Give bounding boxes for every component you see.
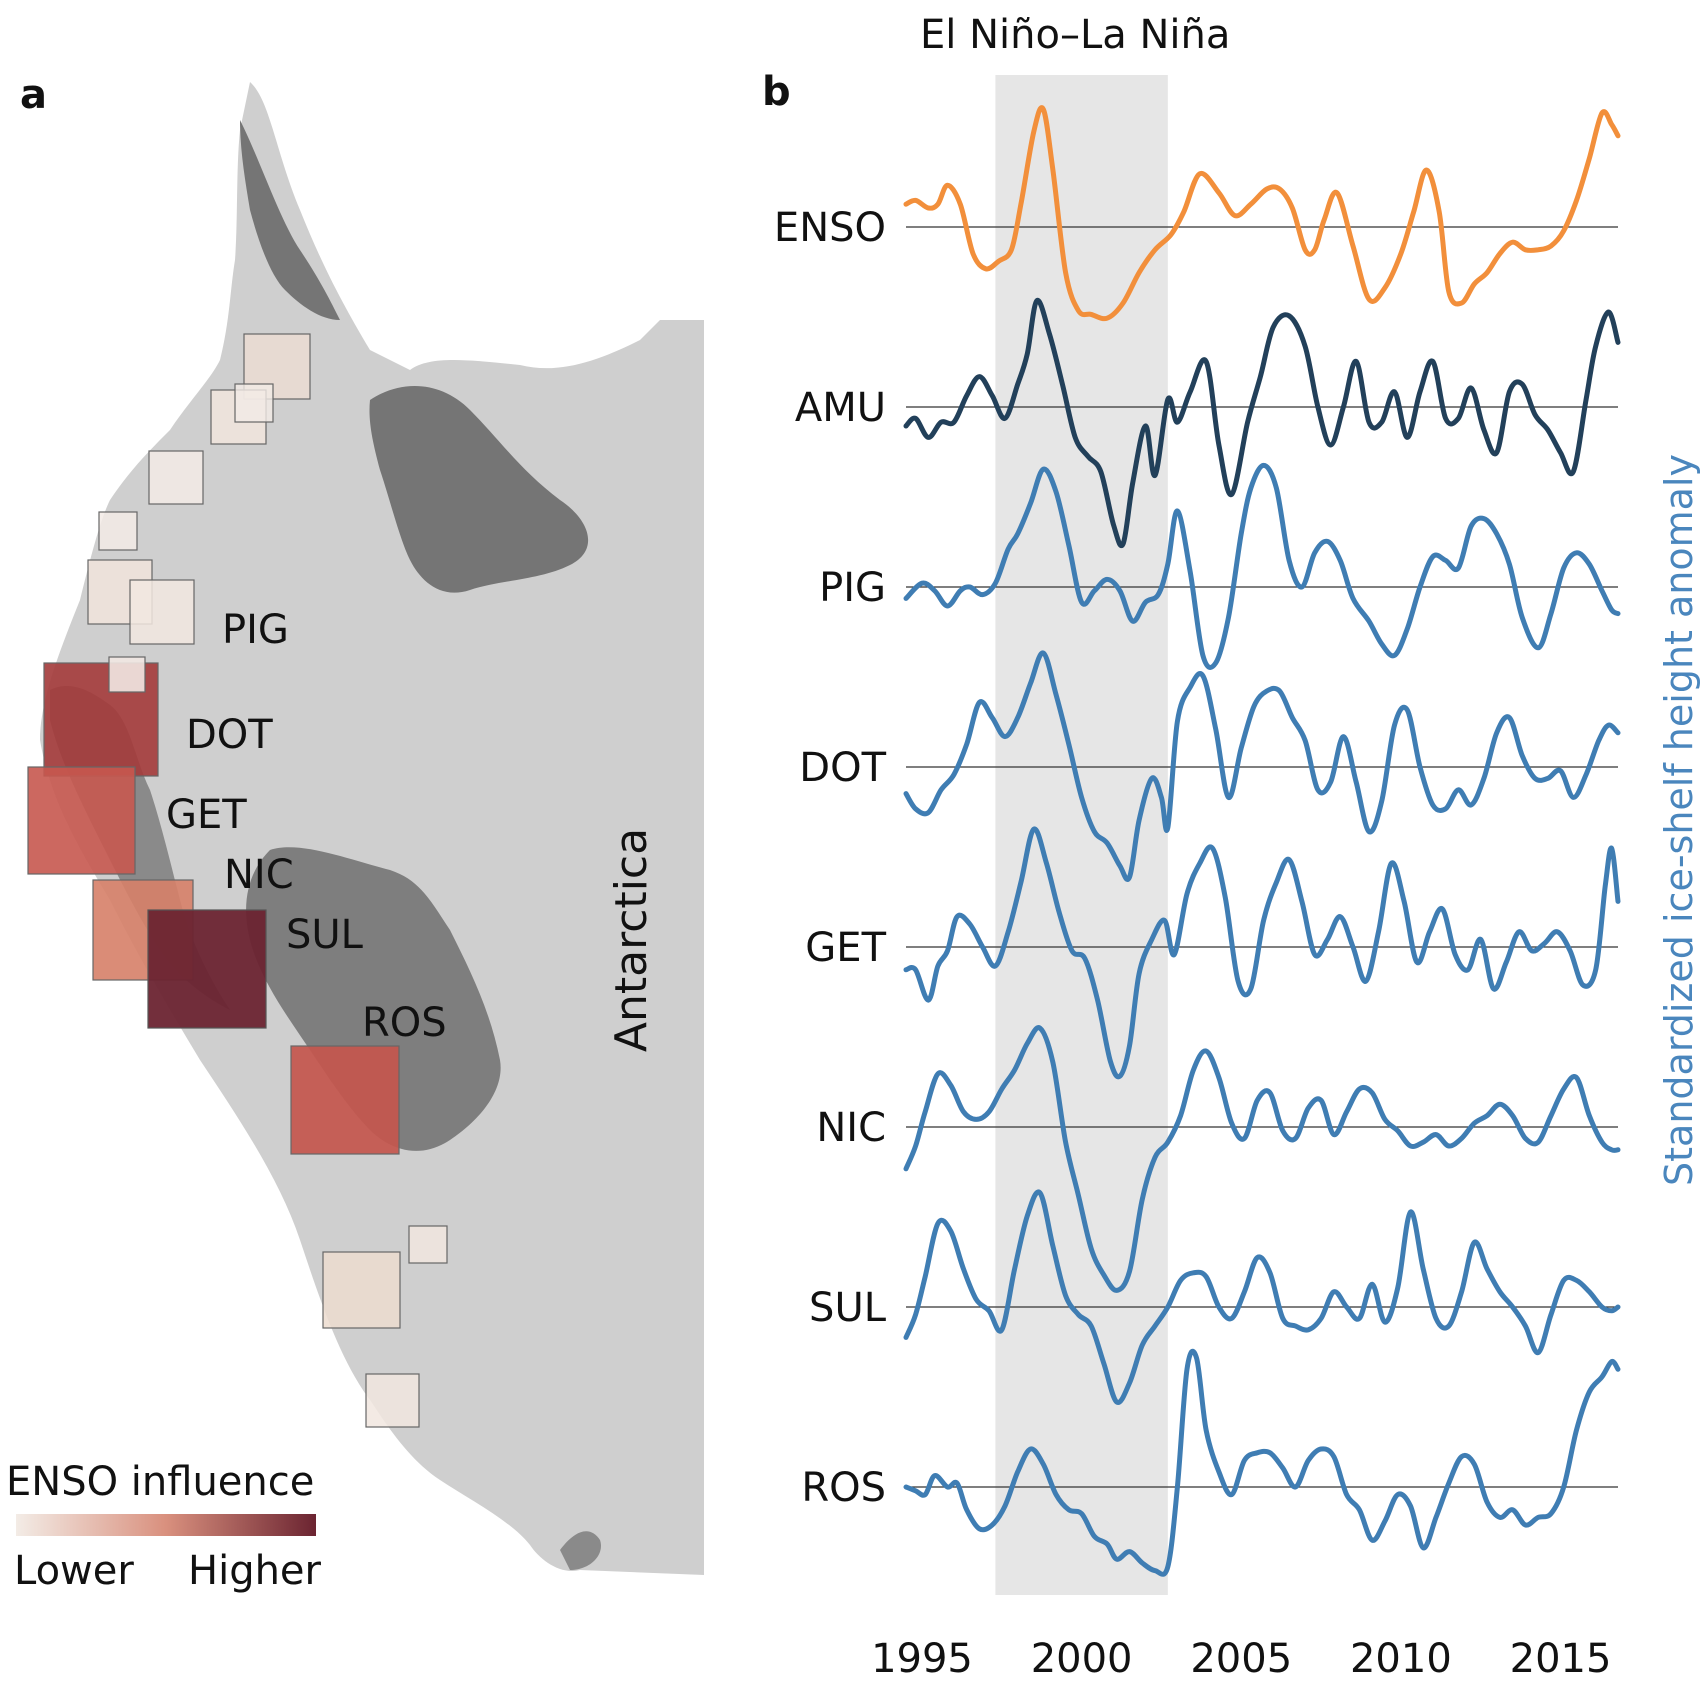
series-label-ros: ROS xyxy=(801,1465,886,1511)
influence-box-ros xyxy=(290,1045,400,1155)
series-line-sul xyxy=(903,1189,1621,1405)
series-line-ros xyxy=(903,1348,1621,1577)
legend-gradient-bar xyxy=(16,1514,316,1536)
series-label-pig: PIG xyxy=(819,565,886,611)
series-label-dot: DOT xyxy=(799,745,886,791)
series-line-dot xyxy=(903,650,1621,882)
el-nino-la-nina-shading xyxy=(995,75,1168,1595)
shade-label: El Niño–La Niña xyxy=(920,12,1230,58)
series-label-nic: NIC xyxy=(816,1105,886,1151)
panel-b-label: b xyxy=(762,69,791,115)
ice-shelf-east xyxy=(369,386,589,593)
map-label-sul: SUL xyxy=(286,912,364,958)
region-label-antarctica: Antarctica xyxy=(606,828,657,1052)
x-axis-ticks: 1995 2000 2005 2010 2015 xyxy=(871,1636,1611,1682)
series-line-get xyxy=(903,826,1621,1080)
influence-box-low xyxy=(148,450,204,505)
antarctic-ice-sheet xyxy=(40,82,704,1575)
influence-box-get xyxy=(27,766,136,875)
series-line-amu xyxy=(903,298,1621,548)
influence-box-low xyxy=(408,1225,448,1264)
series-label-enso: ENSO xyxy=(774,205,886,251)
influence-box-low xyxy=(108,656,146,693)
map-label-ros: ROS xyxy=(362,1000,447,1046)
series-baselines xyxy=(906,226,1618,1488)
y-axis-label: Standardized ice-shelf height anomaly xyxy=(1657,454,1701,1186)
legend-low-label: Lower xyxy=(14,1548,134,1594)
enso-influence-legend: ENSO influence Lower Higher xyxy=(6,1459,322,1594)
influence-box-low xyxy=(234,383,274,423)
ice-shelf-central xyxy=(246,847,501,1151)
x-tick-label: 2005 xyxy=(1190,1636,1292,1682)
map-label-nic: NIC xyxy=(224,852,294,898)
panel-b-chart: b El Niño–La Niña ENSO AMU PIG DOT GET NIC SUL… xyxy=(762,12,1701,1682)
x-tick-label: 2015 xyxy=(1510,1636,1612,1682)
legend-title: ENSO influence xyxy=(6,1459,314,1505)
map-label-get: GET xyxy=(166,792,247,838)
series-label-amu: AMU xyxy=(795,385,886,431)
enso-influence-boxes xyxy=(27,333,448,1428)
influence-box-sul xyxy=(147,909,267,1029)
map-label-pig: PIG xyxy=(222,607,289,653)
series-labels: ENSO AMU PIG DOT GET NIC SUL ROS xyxy=(774,205,887,1511)
influence-box-low xyxy=(98,511,138,551)
x-tick-label: 1995 xyxy=(871,1636,973,1682)
x-tick-label: 2000 xyxy=(1031,1636,1133,1682)
series-line-nic xyxy=(903,1025,1621,1293)
series-lines xyxy=(903,105,1621,1577)
ice-shelf-south xyxy=(560,1531,601,1570)
influence-box-pig xyxy=(129,579,195,645)
series-label-get: GET xyxy=(805,925,886,971)
x-tick-label: 2010 xyxy=(1350,1636,1452,1682)
series-line-enso xyxy=(903,105,1621,322)
panel-a-map: a PIG DOT GE xyxy=(6,72,704,1594)
legend-high-label: Higher xyxy=(188,1548,322,1594)
map-label-dot: DOT xyxy=(186,712,273,758)
influence-box-low xyxy=(322,1251,401,1329)
series-line-pig xyxy=(903,462,1621,670)
series-label-sul: SUL xyxy=(809,1285,887,1331)
influence-box-low xyxy=(365,1373,420,1428)
panel-a-label: a xyxy=(20,72,47,118)
ice-shelf-north xyxy=(240,120,340,320)
